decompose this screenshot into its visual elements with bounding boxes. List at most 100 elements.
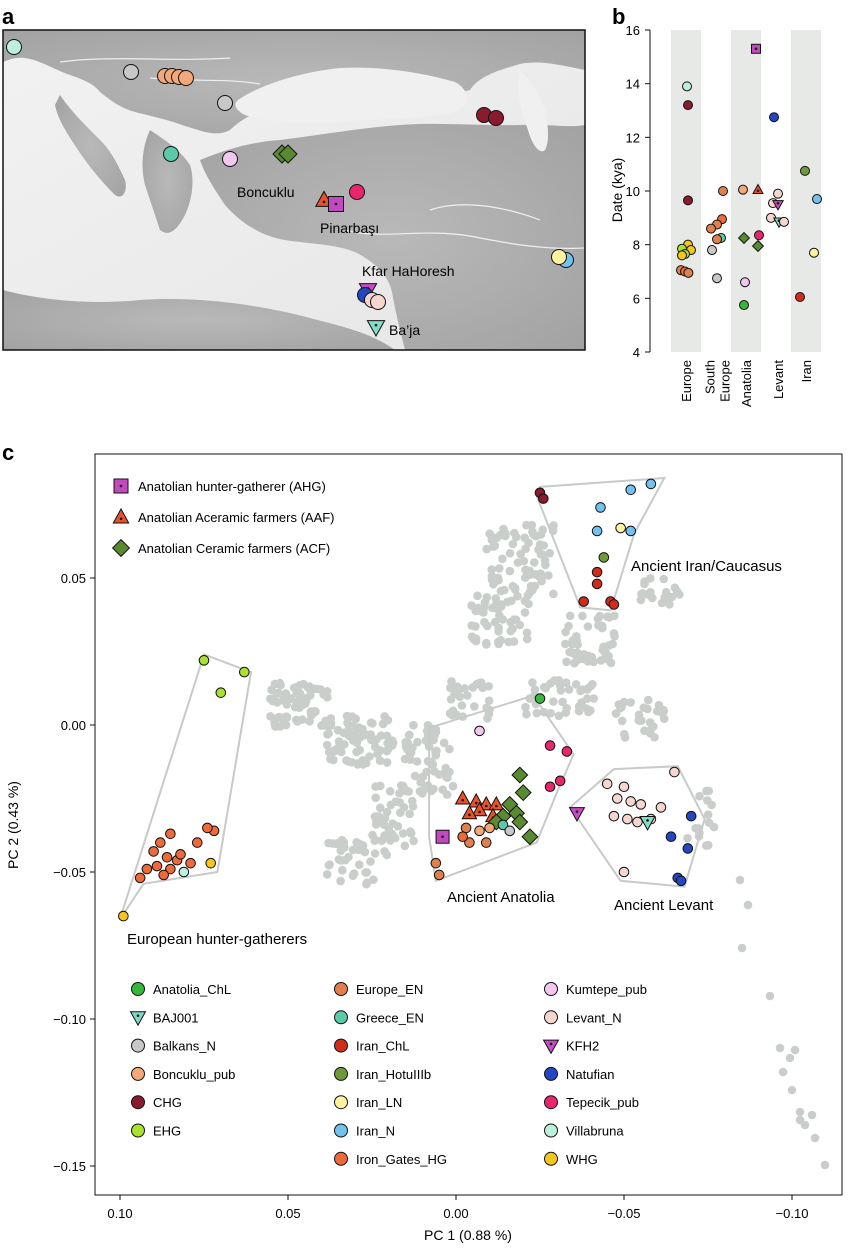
legend-label-tepecik-pub: Tepecik_pub <box>566 1095 639 1110</box>
pca-background-point <box>691 823 700 833</box>
legend-marker-iran-n <box>334 1123 348 1138</box>
pca-background-point <box>513 591 522 601</box>
b-region-label-iran: Iran <box>799 360 814 382</box>
pca-point-iron-gates-hg <box>155 837 166 848</box>
b-ytick-label: 4 <box>633 345 640 360</box>
pca-point-acf <box>521 828 539 846</box>
pca-point-levant-n <box>635 799 647 810</box>
pca-background-point <box>404 730 414 740</box>
pca-background-point <box>519 556 529 566</box>
pca-background-point <box>490 541 500 551</box>
pca-background-point <box>654 700 664 710</box>
b-point-aaf-dot <box>756 189 760 193</box>
pca-background-point <box>352 838 361 847</box>
pca-point-iran-hotuiiib <box>598 552 610 563</box>
pca-point-aaf <box>478 795 495 811</box>
pca-background-point <box>587 652 597 662</box>
b-region-label-south-europe: South <box>703 360 718 394</box>
pca-background-point <box>578 654 587 664</box>
pca-background-point <box>482 544 492 554</box>
pca-background-point <box>382 758 392 767</box>
group-label-levant: Ancient Levant <box>614 897 714 914</box>
legend-marker-whg <box>544 1151 558 1166</box>
region-band-europe <box>671 30 701 352</box>
pca-background-point <box>329 746 339 755</box>
pca-background-point <box>279 715 289 724</box>
pca-background-point <box>380 712 389 721</box>
pca-point-ehg <box>239 666 250 678</box>
panel-b-label: b <box>612 4 625 29</box>
pca-point-iron-gates-hg <box>457 831 469 843</box>
b-region-label-anatolia: Anatolia <box>739 359 754 407</box>
pca-background-point <box>371 793 381 803</box>
pca-x-ticks: 0.10 0.05 0.00 −0.05 −0.10 <box>107 1195 808 1221</box>
pca-background-point <box>396 808 405 817</box>
pca-point-boncuklu-pub <box>474 825 485 837</box>
pca-background-point <box>549 589 558 599</box>
pca-background-point <box>471 636 481 646</box>
legend-marker-ehg <box>131 1123 145 1138</box>
pca-point-aaf-dot <box>484 804 488 808</box>
pca-background-point <box>474 603 483 613</box>
pca-point-ehg <box>215 687 227 698</box>
pca-background-point <box>487 565 497 574</box>
pca-background-point <box>467 621 477 630</box>
pca-background-point <box>362 868 372 877</box>
b-point-villabruna <box>682 81 692 92</box>
pca-background-point <box>355 860 364 869</box>
pca-background-point <box>500 585 509 595</box>
pca-background-point <box>385 787 395 796</box>
pca-y-axis-label: PC 2 (0.43 %) <box>5 781 21 869</box>
pca-background-point <box>561 678 571 687</box>
pca-background-point <box>578 611 587 621</box>
pca-point-levant-n <box>618 781 630 793</box>
legend-marker-iron-gates-hg <box>334 1151 348 1166</box>
pca-point-levant-n <box>632 816 643 828</box>
pca-background-point <box>379 820 389 829</box>
b-ytick-label: 16 <box>626 23 640 38</box>
pca-background-point <box>595 611 605 621</box>
pca-background-point <box>370 836 379 845</box>
pca-background-point <box>765 991 775 1001</box>
map-marker-acf <box>278 144 298 164</box>
pca-background-point <box>352 738 362 747</box>
pca-point-iran-n <box>645 478 657 490</box>
pca-background-point <box>523 591 533 600</box>
pca-background-point <box>597 621 607 631</box>
pca-point-europe-en <box>433 869 445 881</box>
pca-background-point <box>271 722 280 731</box>
map-land-greece <box>142 130 193 233</box>
pca-background-point <box>790 1045 800 1055</box>
pca-ytick-label: −0.10 <box>53 1012 86 1027</box>
pca-background-point <box>505 549 515 558</box>
pca-background-point <box>606 658 616 668</box>
pca-background-point <box>348 712 357 721</box>
b-region-label-levant: Levant <box>771 360 786 399</box>
pca-background-point <box>326 721 336 730</box>
legend-label-iran-hotuiiib: Iran_HotuIIIb <box>356 1067 431 1082</box>
pca-background-samples <box>266 520 830 1170</box>
pca-point-levant-n <box>622 813 633 825</box>
pca-point-iron-gates-hg <box>165 828 176 840</box>
legend-label-boncuklu-pub: Boncuklu_pub <box>153 1067 235 1082</box>
pca-point-iron-gates-hg <box>148 846 159 857</box>
pca-point-iran-n <box>625 484 637 496</box>
pca-background-point <box>409 836 418 846</box>
pca-point-iron-gates-hg <box>165 863 176 875</box>
map-frame <box>2 29 586 351</box>
pca-point-europe-en <box>430 857 442 869</box>
pca-background-point <box>549 697 558 706</box>
pca-background-point <box>324 838 333 848</box>
pca-background-point <box>355 745 365 755</box>
pca-background-point <box>376 731 386 740</box>
pca-background-point <box>596 656 606 665</box>
map-black-sea <box>235 67 468 123</box>
pca-background-point <box>418 772 428 782</box>
pca-background-point <box>338 865 347 875</box>
place-label-pinarbasi: Pinarbaşı <box>320 220 379 236</box>
b-point-levant-n <box>779 216 789 227</box>
pca-background-point <box>446 695 456 704</box>
legend-marker-tepecik-pub <box>544 1095 558 1110</box>
pca-background-point <box>620 733 630 742</box>
pca-background-point <box>365 752 374 761</box>
